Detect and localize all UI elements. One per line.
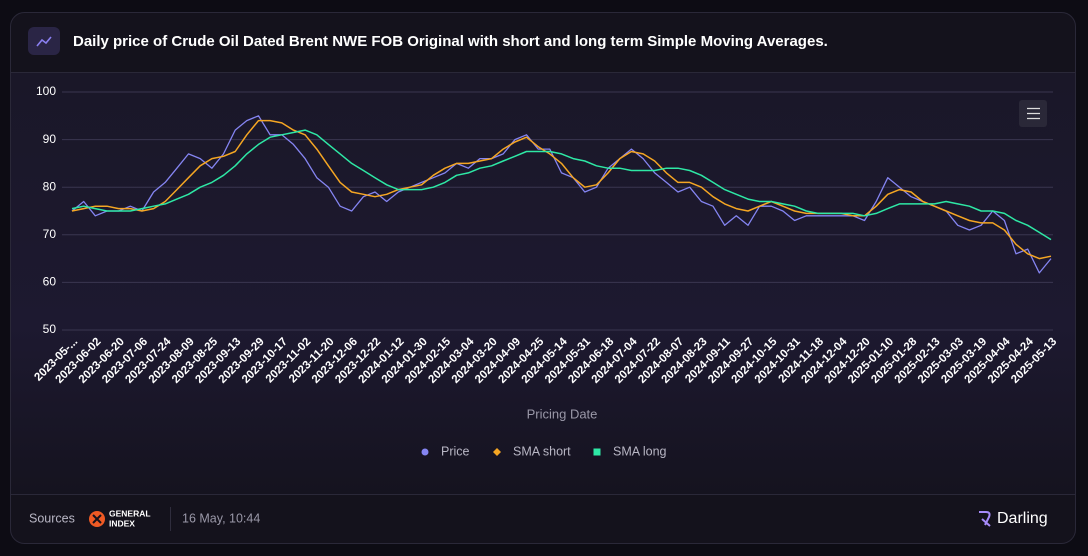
- timestamp: 16 May, 10:44: [182, 511, 260, 525]
- series-line: [71, 115, 1052, 274]
- sources-label: Sources: [29, 511, 75, 525]
- brand: Darling: [997, 510, 1048, 527]
- chart-title: Daily price of Crude Oil Dated Brent NWE…: [73, 33, 828, 50]
- y-tick-label: 80: [43, 179, 57, 193]
- y-tick-label: 100: [36, 84, 56, 98]
- logo-text: GENERAL: [109, 508, 151, 518]
- series-line: [71, 129, 1052, 241]
- legend-marker: [421, 448, 429, 456]
- legend-label: SMA short: [513, 444, 571, 458]
- series-line: [71, 119, 1052, 260]
- y-tick-label: 50: [43, 322, 57, 336]
- legend: Price SMA short SMA long: [421, 444, 667, 458]
- legend-label: SMA long: [613, 444, 667, 458]
- brand-icon: [979, 511, 991, 527]
- logo-text: INDEX: [109, 518, 135, 528]
- legend-marker: [593, 448, 601, 456]
- y-tick-label: 70: [43, 227, 57, 241]
- header-icon-glyph: [36, 36, 52, 47]
- legend-label: Price: [441, 444, 470, 458]
- legend-marker: [493, 448, 501, 456]
- menu-icon: [1027, 107, 1040, 120]
- y-tick-label: 90: [43, 132, 57, 146]
- y-tick-label: 60: [43, 275, 57, 289]
- x-axis-title: Pricing Date: [527, 406, 598, 421]
- logo-glyph: [92, 514, 102, 524]
- plot-background: [11, 73, 1075, 494]
